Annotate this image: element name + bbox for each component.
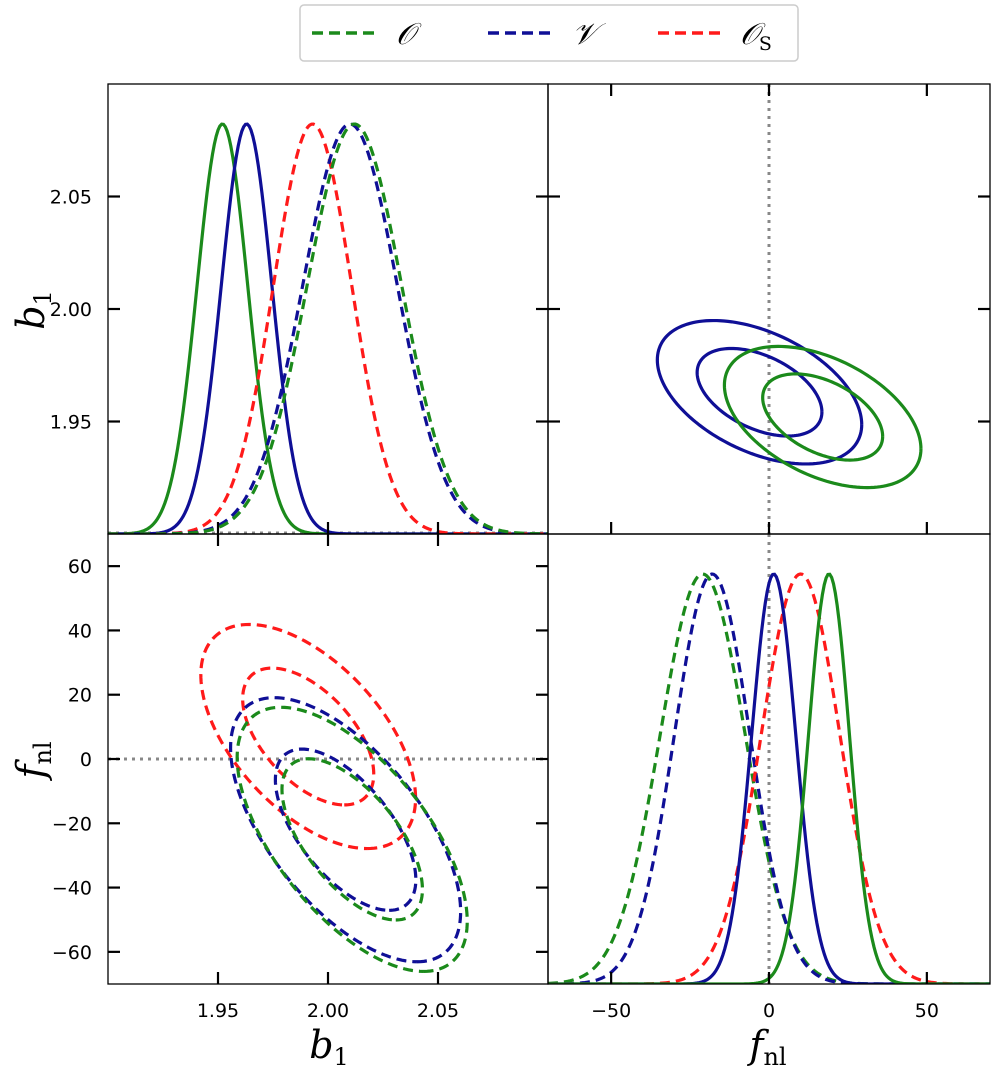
fnl-marginal-O-dashed [548, 572, 990, 984]
contour-fnl-b1-O-level-2 [722, 344, 923, 490]
tick-label-fnl-y-1: −40 [52, 878, 92, 900]
tick-label-b1-y-2: 2.05 [50, 187, 92, 209]
b1-marginal-O-solid [108, 122, 548, 534]
tick-label-fnl-y-0: −60 [52, 942, 92, 964]
axis-ticks: 1.95 2.00 2.05 1.95 2.00 2.05 −60 −40 −20 0 20 40 60… [50, 84, 990, 1022]
tick-label-b1-x-0: 1.95 [197, 1000, 239, 1022]
tick-label-b1-y-1: 2.00 [50, 299, 92, 321]
y-axis-title-fnl: fnl [9, 741, 57, 781]
contour-b1-fnl-OS-level-1 [241, 666, 376, 807]
fnl-marginal-OS-dashed [548, 572, 990, 984]
tick-label-fnl-x-0: −50 [591, 1000, 631, 1022]
tick-label-fnl-y-3: 0 [80, 749, 92, 771]
tick-label-b1-x-2: 2.05 [417, 1000, 459, 1022]
contour-fnl-b1-O-level-1 [761, 372, 885, 462]
contour-b1-fnl-O-level-2 [235, 705, 469, 974]
contour-b1-fnl-OS-level-2 [199, 622, 418, 851]
contour-b1-fnl-V-level-1 [273, 747, 418, 912]
tick-label-b1-y-0: 1.95 [50, 412, 92, 434]
tick-label-fnl-x-2: 50 [915, 1000, 939, 1022]
x-axis-title-b1: b1 [309, 1023, 349, 1071]
legend: 𝒪 𝒱 𝒪S [299, 4, 799, 62]
contour-b1-fnl-O-level-1 [280, 757, 425, 922]
contour-fnl-b1-V-level-1 [695, 346, 824, 438]
fnl-marginal-V-dashed [548, 572, 990, 984]
x-axis-title-fnl: fnl [746, 1023, 786, 1071]
contour-b1-fnl-V-level-2 [228, 696, 463, 964]
tick-label-fnl-y-5: 40 [68, 620, 92, 642]
contour-fnl-b1-V-level-2 [655, 318, 864, 466]
tick-label-fnl-y-6: 60 [68, 556, 92, 578]
fnl-marginal-V-solid [548, 572, 990, 984]
tick-label-b1-x-1: 2.00 [307, 1000, 349, 1022]
tick-label-fnl-y-4: 20 [68, 685, 92, 707]
tick-label-fnl-y-2: −20 [52, 813, 92, 835]
fnl-marginal-O-solid [548, 572, 990, 984]
tick-label-fnl-x-1: 0 [763, 1000, 775, 1022]
y-axis-title-b1: b1 [9, 290, 57, 330]
